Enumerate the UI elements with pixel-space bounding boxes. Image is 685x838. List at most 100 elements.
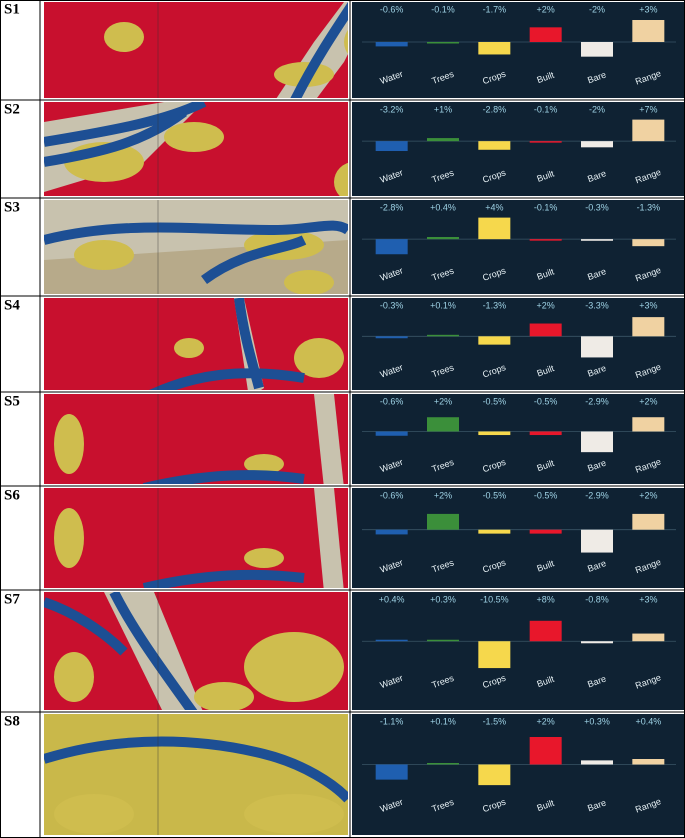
map-image — [44, 298, 348, 390]
map-crop-patch — [174, 338, 204, 358]
bar — [632, 633, 665, 642]
row-label: S8 — [4, 713, 20, 729]
value-label: +0.1% — [430, 300, 456, 310]
map-crop-patch — [54, 794, 134, 834]
map-crop-patch — [54, 508, 84, 568]
value-label: -1.5% — [483, 716, 507, 726]
map-crop-patch — [334, 162, 348, 196]
map-image — [44, 394, 348, 484]
value-label: +3% — [639, 4, 657, 14]
value-label: +0.4% — [379, 594, 405, 604]
bar — [478, 336, 511, 345]
value-label: -0.6% — [380, 490, 404, 500]
bar — [478, 217, 511, 240]
map-layer — [44, 2, 348, 98]
value-label: -2.8% — [380, 202, 404, 212]
bar — [375, 431, 408, 436]
value-label: -0.3% — [585, 202, 609, 212]
bar — [529, 737, 562, 765]
value-label: -2.9% — [585, 396, 609, 406]
value-label: +2% — [434, 490, 452, 500]
bar — [529, 529, 562, 534]
map-layer — [44, 102, 348, 196]
bar — [581, 336, 613, 358]
chart-panel — [352, 394, 684, 484]
bar — [478, 431, 511, 436]
bar — [427, 639, 459, 642]
map-river — [44, 102, 207, 167]
map-crop-patch — [244, 454, 284, 474]
bar — [478, 42, 511, 55]
value-label: -10.5% — [480, 594, 509, 604]
row-label: S1 — [4, 1, 20, 17]
map-layer — [44, 394, 348, 484]
map-layer — [44, 488, 348, 588]
value-label: -2% — [589, 4, 605, 14]
bar — [529, 27, 562, 42]
value-label: -0.1% — [431, 4, 455, 14]
bar — [581, 760, 613, 765]
bar — [478, 529, 511, 534]
bar — [427, 763, 459, 765]
value-label: +2% — [537, 4, 555, 14]
bar — [529, 620, 562, 642]
value-label: -2% — [589, 104, 605, 114]
value-label: -1.3% — [483, 300, 507, 310]
bar — [375, 336, 408, 339]
bar — [478, 641, 511, 669]
value-label: +3% — [639, 594, 657, 604]
value-label: +0.3% — [430, 594, 456, 604]
bar — [529, 141, 562, 143]
value-label: +2% — [537, 300, 555, 310]
bar — [427, 513, 459, 530]
bar — [375, 529, 408, 535]
chart-panel — [352, 2, 684, 98]
value-label: +0.1% — [430, 716, 456, 726]
row-label: S6 — [4, 487, 20, 503]
bar — [375, 764, 408, 780]
value-label: -0.5% — [534, 396, 558, 406]
value-label: -0.5% — [534, 490, 558, 500]
value-label: -3.2% — [380, 104, 404, 114]
value-label: +7% — [639, 104, 657, 114]
value-label: +2% — [639, 396, 657, 406]
map-crop-patch — [244, 794, 344, 834]
value-label: -1.7% — [483, 4, 507, 14]
value-label: +2% — [639, 490, 657, 500]
map-river — [44, 220, 348, 285]
value-label: -2.8% — [483, 104, 507, 114]
bar — [581, 641, 613, 644]
map-layer — [44, 592, 348, 710]
map-river — [44, 736, 348, 803]
map-crop-patch — [74, 240, 134, 270]
map-river — [142, 470, 305, 484]
bar — [375, 639, 408, 642]
row-label: S4 — [4, 297, 20, 313]
bar — [581, 529, 613, 553]
map-bank — [314, 394, 344, 484]
value-label: -0.1% — [534, 104, 558, 114]
map-image — [44, 102, 348, 196]
map-base — [44, 394, 348, 484]
map-crop-patch — [344, 30, 348, 54]
bar — [581, 141, 613, 148]
bar — [632, 417, 665, 432]
chart-panel — [352, 488, 684, 588]
bar — [529, 323, 562, 337]
bar — [427, 334, 459, 337]
bar — [581, 239, 613, 241]
value-label: -0.6% — [380, 4, 404, 14]
bar — [427, 42, 459, 44]
value-label: -1.1% — [380, 716, 404, 726]
value-label: +1% — [434, 104, 452, 114]
row-label: S2 — [4, 101, 20, 117]
map-layer — [44, 200, 348, 294]
bar — [375, 141, 408, 152]
bar — [529, 431, 562, 436]
bar — [632, 759, 665, 765]
map-bank — [314, 488, 344, 588]
bar — [632, 20, 665, 42]
value-label: -2.9% — [585, 490, 609, 500]
bar — [632, 239, 665, 247]
